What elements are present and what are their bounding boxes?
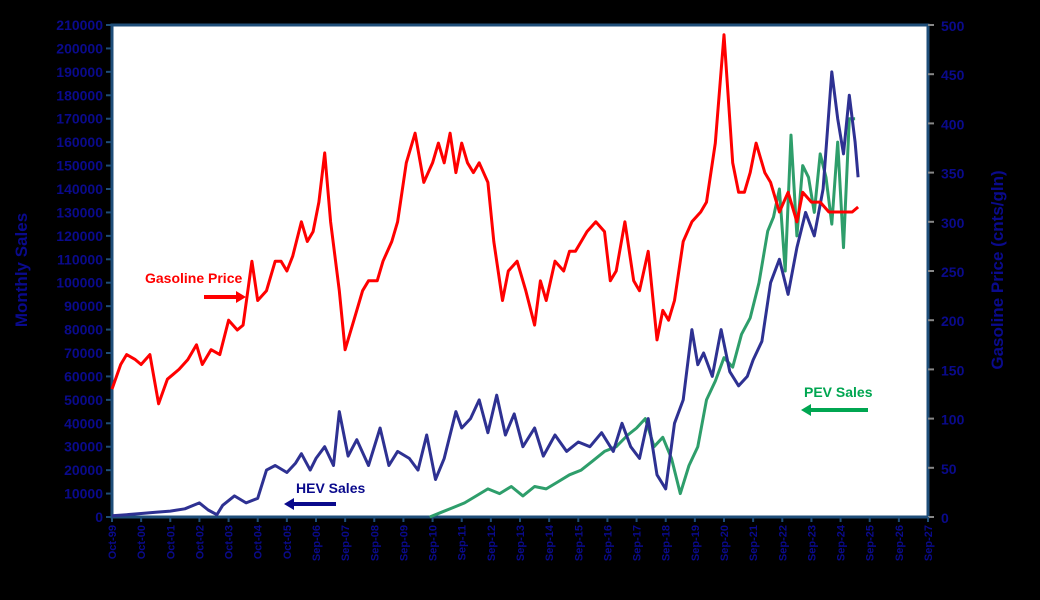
y-tick-label: 130000 bbox=[56, 204, 103, 220]
y-tick-label: 180000 bbox=[56, 87, 103, 103]
x-tick-label: Oct-03 bbox=[224, 525, 236, 559]
y-tick-label: 120000 bbox=[56, 228, 103, 244]
x-tick-label: Sep-13 bbox=[515, 525, 527, 561]
x-tick-label: Oct-99 bbox=[107, 525, 119, 559]
x-tick-label: Sep-23 bbox=[806, 525, 818, 561]
x-tick-label: Sep-06 bbox=[311, 525, 323, 561]
svg-text:Gasoline Price: Gasoline Price bbox=[145, 270, 242, 286]
y-tick-label: 50000 bbox=[64, 392, 103, 408]
series-gasoline-price bbox=[110, 33, 860, 406]
y-tick-label: 90000 bbox=[64, 298, 103, 314]
x-tick-label: Sep-14 bbox=[544, 524, 556, 561]
y-axis-title-right: Gasoline Price (cnts/gln) bbox=[988, 170, 1007, 369]
arrow-right-icon bbox=[236, 291, 246, 303]
y2-tick-label: 400 bbox=[941, 116, 965, 132]
x-tick-label: Sep-17 bbox=[632, 525, 644, 561]
y-tick-label: 60000 bbox=[64, 368, 103, 384]
arrow-left-icon bbox=[801, 404, 811, 416]
arrow-left-icon bbox=[284, 498, 294, 510]
y2-tick-label: 450 bbox=[941, 67, 965, 83]
x-tick-label: Oct-02 bbox=[194, 525, 206, 559]
x-tick-label: Sep-07 bbox=[340, 525, 352, 561]
y-tick-label: 70000 bbox=[64, 345, 103, 361]
x-tick-label: Sep-12 bbox=[486, 525, 498, 561]
y2-tick-label: 150 bbox=[941, 362, 965, 378]
x-tick-label: Sep-15 bbox=[573, 525, 585, 561]
x-tick-label: Sep-24 bbox=[836, 524, 848, 561]
y2-tick-label: 200 bbox=[941, 313, 965, 329]
y2-tick-label: 500 bbox=[941, 18, 965, 34]
x-tick-label: Oct-04 bbox=[253, 524, 265, 559]
series-pev-sales bbox=[429, 117, 856, 519]
x-tick-label: Sep-18 bbox=[661, 525, 673, 561]
x-axis: Oct-99 Oct-00 Oct-01 Oct-02 Oct-03 Oct-04 Oct-… bbox=[107, 517, 935, 561]
x-tick-label: Oct-05 bbox=[282, 525, 294, 559]
y-tick-label: 140000 bbox=[56, 181, 103, 197]
x-tick-label: Sep-08 bbox=[369, 525, 381, 561]
y-axis-left: 0 10000 20000 30000 40000 50000 60000 70000 8000… bbox=[56, 17, 112, 525]
y-tick-label: 100000 bbox=[56, 275, 103, 291]
y-axis-title-left: Monthly Sales bbox=[12, 213, 31, 327]
y-tick-label: 160000 bbox=[56, 134, 103, 150]
y-tick-label: 0 bbox=[95, 509, 103, 525]
x-tick-label: Sep-09 bbox=[398, 525, 410, 561]
x-tick-label: Sep-25 bbox=[865, 525, 877, 561]
y-tick-label: 200000 bbox=[56, 40, 103, 56]
y-axis-right: 0 50 100 150 200 250 300 350 400 450 500 bbox=[928, 18, 965, 526]
y-tick-label: 150000 bbox=[56, 158, 103, 174]
y2-tick-label: 350 bbox=[941, 166, 965, 182]
annotation-hev-sales: HEV Sales bbox=[284, 480, 365, 510]
y2-tick-label: 250 bbox=[941, 264, 965, 280]
x-tick-label: Sep-11 bbox=[457, 525, 469, 560]
y-tick-label: 210000 bbox=[56, 17, 103, 33]
y-tick-label: 30000 bbox=[64, 439, 103, 455]
x-tick-label: Sep-26 bbox=[894, 525, 906, 561]
series-layer bbox=[110, 33, 860, 519]
y-tick-label: 40000 bbox=[64, 415, 103, 431]
y-tick-label: 10000 bbox=[64, 486, 103, 502]
x-tick-label: Sep-22 bbox=[777, 525, 789, 561]
y-tick-label: 20000 bbox=[64, 462, 103, 478]
x-tick-label: Sep-27 bbox=[923, 525, 935, 561]
y2-tick-label: 300 bbox=[941, 215, 965, 231]
y2-tick-label: 100 bbox=[941, 412, 965, 428]
y-tick-label: 80000 bbox=[64, 322, 103, 338]
y-tick-label: 190000 bbox=[56, 64, 103, 80]
y-tick-label: 110000 bbox=[57, 251, 103, 267]
y2-tick-label: 0 bbox=[941, 510, 949, 526]
x-tick-label: Oct-00 bbox=[136, 525, 148, 559]
annotation-pev-sales: PEV Sales bbox=[801, 384, 873, 416]
series-hev-sales bbox=[111, 70, 860, 518]
x-tick-label: Sep-16 bbox=[602, 525, 614, 561]
x-tick-label: Sep-21 bbox=[748, 525, 760, 561]
annotation-gasoline-price: Gasoline Price bbox=[145, 270, 246, 303]
x-tick-label: Oct-01 bbox=[165, 525, 177, 559]
x-tick-label: Sep-20 bbox=[719, 525, 731, 561]
svg-text:HEV Sales: HEV Sales bbox=[296, 480, 365, 496]
x-tick-label: Sep-19 bbox=[690, 525, 702, 561]
y-tick-label: 170000 bbox=[56, 111, 103, 127]
svg-text:PEV Sales: PEV Sales bbox=[804, 384, 873, 400]
x-tick-label: Sep-10 bbox=[428, 525, 440, 561]
y2-tick-label: 50 bbox=[941, 461, 957, 477]
